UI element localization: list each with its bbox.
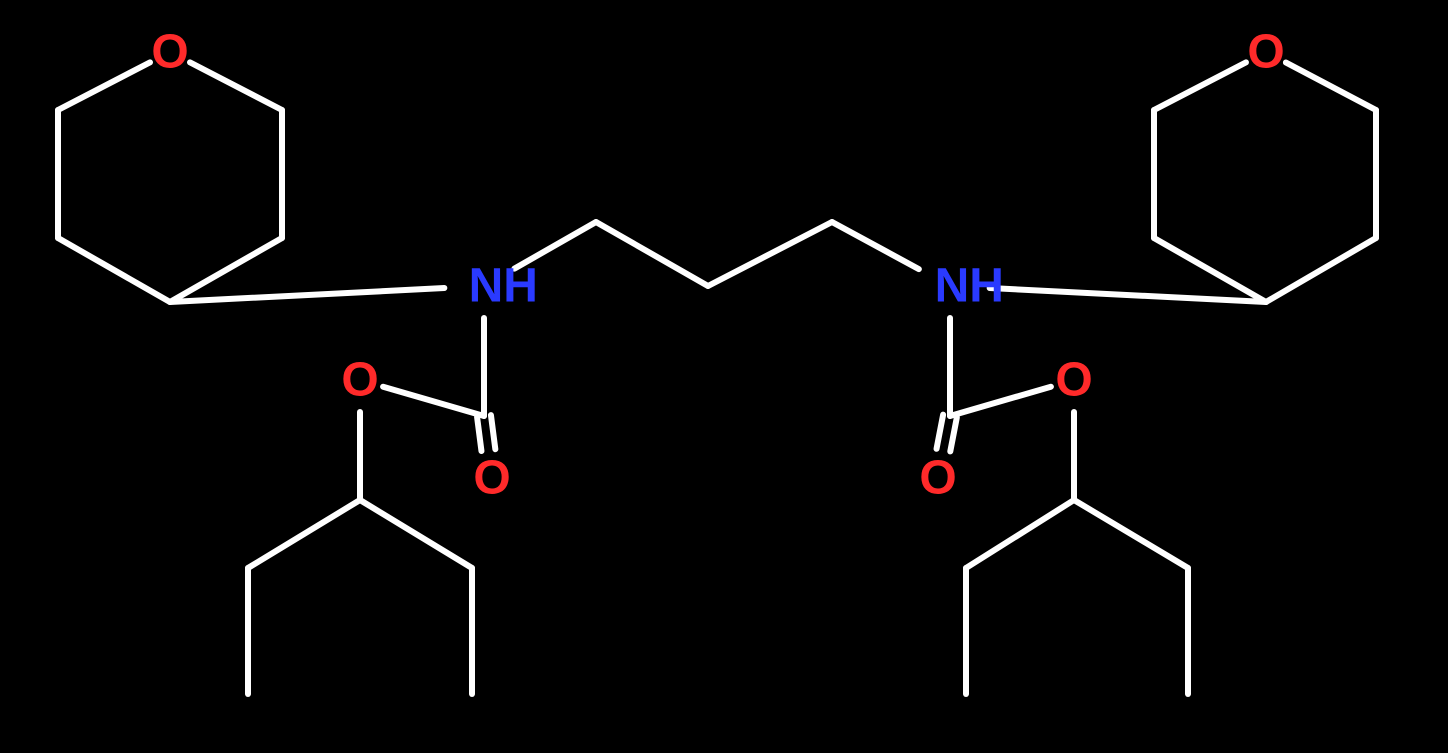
bond — [966, 500, 1074, 568]
bond — [832, 222, 919, 269]
bond — [491, 415, 495, 449]
bond — [1074, 500, 1188, 568]
bond — [58, 62, 150, 110]
bond — [248, 500, 360, 568]
bond — [190, 62, 282, 110]
atom-label-N1: NH — [469, 260, 538, 313]
bond — [596, 222, 708, 286]
bond — [360, 500, 472, 568]
bond — [170, 238, 282, 302]
bond — [477, 417, 481, 451]
atom-label-O2: O — [341, 354, 378, 407]
bond — [1154, 62, 1246, 110]
bond — [990, 288, 1266, 302]
molecule-diagram: O NH O O NH O O O — [0, 0, 1448, 753]
bond — [170, 288, 444, 302]
bond — [937, 415, 944, 449]
bond — [950, 417, 957, 451]
bond — [1286, 62, 1376, 110]
atom-label-O3: O — [473, 452, 510, 505]
bond — [708, 222, 832, 286]
bond — [58, 238, 170, 302]
atom-label-N2: NH — [935, 260, 1004, 313]
atom-label-O1: O — [151, 26, 188, 79]
atom-label-O6: O — [1247, 26, 1284, 79]
bond — [1154, 238, 1266, 302]
atom-label-O5: O — [919, 452, 956, 505]
bond — [383, 387, 484, 416]
bond — [1266, 238, 1376, 302]
bond — [950, 387, 1051, 416]
atom-label-O4: O — [1055, 354, 1092, 407]
